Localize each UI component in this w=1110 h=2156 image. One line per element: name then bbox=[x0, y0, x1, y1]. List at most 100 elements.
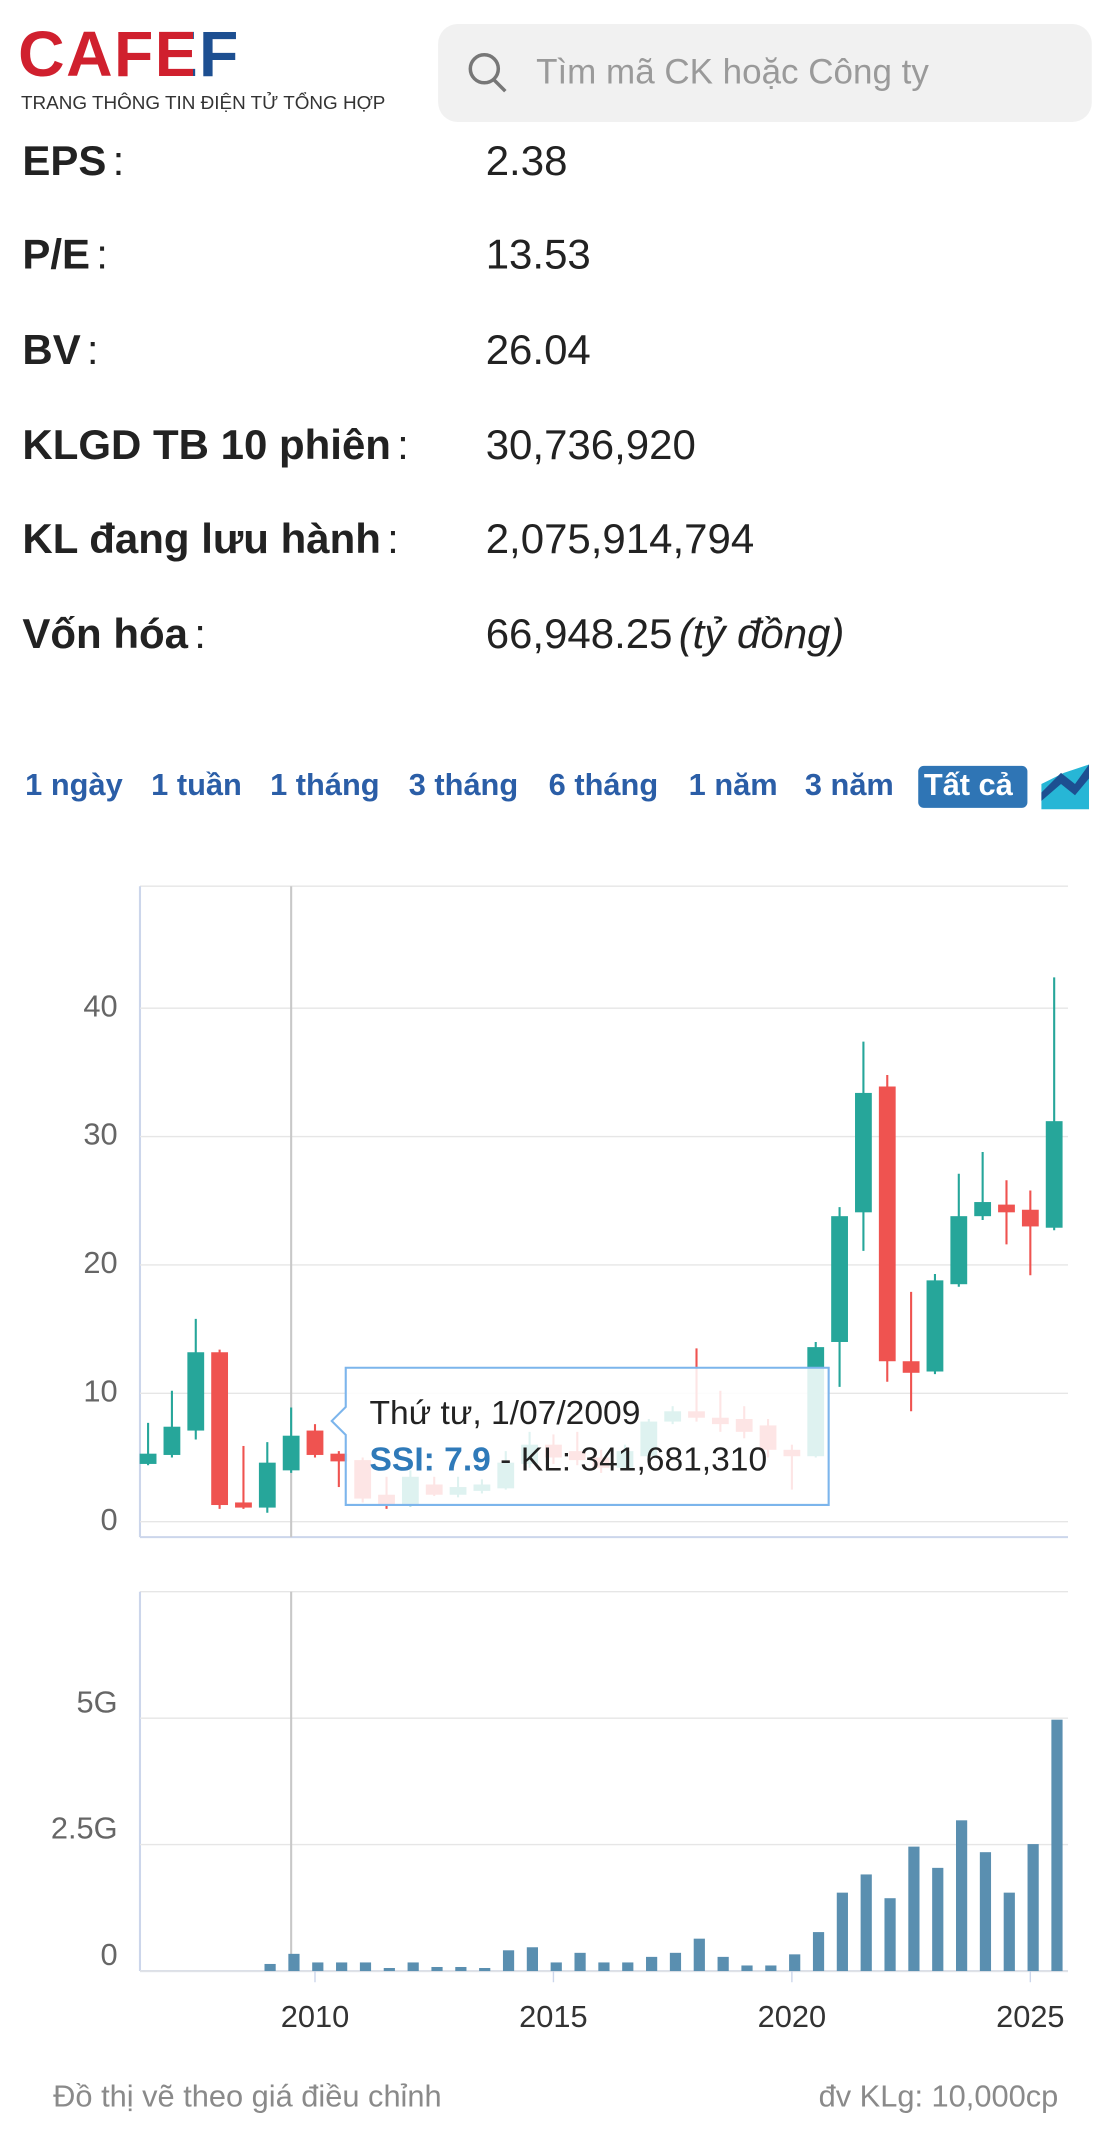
volume-bar bbox=[479, 1968, 491, 1972]
candle-body bbox=[831, 1216, 848, 1342]
chart: 0 10 20 30 40 0 2.5G 5G 2010 2015 2020 2025 Thứ tư, … bbox=[51, 885, 1069, 2034]
volume-bar bbox=[288, 1953, 300, 1972]
info-row-label: KLGD TB 10 phiên : bbox=[22, 421, 408, 468]
y-tick-label: 30 bbox=[83, 1117, 117, 1152]
volume-bar bbox=[336, 1962, 348, 1972]
range-selector: 1 ngày 1 tuần 1 tháng 3 tháng 6 tháng 1 năm 3 … bbox=[25, 765, 1028, 808]
info-row-value: 30,736,920 bbox=[486, 421, 696, 468]
search-icon bbox=[468, 53, 501, 85]
volume-bar bbox=[765, 1965, 777, 1972]
info-table: EPS : 2.38 P/E : 13.53 BV : 26.04 KLGD TB 10 p… bbox=[22, 137, 844, 657]
unit: (tỷ đồng) bbox=[679, 610, 845, 657]
info-row-label: EPS : bbox=[22, 137, 124, 184]
info-row-value: 13.53 bbox=[486, 231, 591, 278]
separator: : bbox=[113, 137, 125, 184]
candle-body bbox=[187, 1352, 205, 1431]
y-tick-label: 2.5G bbox=[51, 1811, 118, 1846]
tooltip-box bbox=[330, 1366, 830, 1506]
chart-type-icon[interactable] bbox=[1041, 764, 1090, 810]
volume-bar bbox=[669, 1952, 682, 1972]
candle-body bbox=[902, 1361, 920, 1373]
info-row-value: 66,948.25 (tỷ đồng) bbox=[486, 610, 845, 657]
label: BV bbox=[22, 326, 80, 373]
range-button[interactable]: 1 ngày bbox=[25, 767, 123, 802]
volume-bar bbox=[908, 1846, 920, 1972]
volume-bar bbox=[455, 1966, 467, 1972]
volume-bar bbox=[359, 1962, 372, 1972]
candle-body bbox=[163, 1426, 181, 1455]
info-row-value: 2.38 bbox=[486, 137, 568, 184]
logo[interactable]: CAFEF bbox=[18, 18, 240, 90]
label: KL đang lưu hành bbox=[22, 515, 380, 562]
candle-body bbox=[950, 1216, 968, 1285]
volume-bar bbox=[979, 1852, 992, 1972]
range-active-bg bbox=[918, 765, 1028, 808]
volume-bar bbox=[789, 1954, 801, 1972]
volume-bar bbox=[1003, 1892, 1015, 1972]
info-row-value: 26.04 bbox=[486, 326, 591, 373]
value: 66,948.25 bbox=[486, 610, 673, 657]
label: KLGD TB 10 phiên bbox=[22, 421, 391, 468]
range-button[interactable]: 1 năm bbox=[689, 767, 778, 802]
candle-body bbox=[139, 1453, 157, 1464]
volume-bar bbox=[312, 1962, 324, 1972]
info-row-label: BV : bbox=[22, 326, 98, 373]
separator: : bbox=[96, 231, 108, 278]
volume-bar bbox=[383, 1968, 395, 1972]
y-tick-label: 40 bbox=[83, 988, 117, 1023]
volume-bar bbox=[884, 1898, 896, 1972]
volume-bar bbox=[646, 1956, 658, 1972]
tooltip-date: Thứ tư, 1/07/2009 bbox=[370, 1395, 641, 1432]
candle-body bbox=[306, 1430, 324, 1455]
label: Vốn hóa bbox=[22, 610, 188, 657]
volume-bar bbox=[860, 1874, 872, 1972]
volume-bar bbox=[1051, 1719, 1063, 1972]
y-tick-label: 5G bbox=[77, 1684, 118, 1719]
x-tick-label: 2020 bbox=[758, 1999, 826, 2034]
volume-bar bbox=[693, 1938, 705, 1972]
search-icon-handle bbox=[492, 78, 507, 93]
range-button[interactable]: 6 tháng bbox=[549, 767, 658, 802]
y-tick-label: 0 bbox=[100, 1502, 117, 1537]
value: 2,075,914,794 bbox=[486, 515, 755, 562]
volume-bar bbox=[550, 1962, 562, 1972]
value: 30,736,920 bbox=[486, 421, 696, 468]
range-button[interactable]: 3 tháng bbox=[409, 767, 518, 802]
separator: : bbox=[387, 515, 399, 562]
range-button[interactable]: 1 tháng bbox=[270, 767, 379, 802]
y-tick-label: 10 bbox=[83, 1373, 117, 1408]
volume-bar bbox=[812, 1932, 825, 1972]
info-row-label: KL đang lưu hành : bbox=[22, 515, 398, 562]
label: EPS bbox=[22, 137, 106, 184]
footer-unit: đv KLg: 10,000cp bbox=[819, 2079, 1059, 2114]
tooltip-price: SSI: 7.9 bbox=[370, 1441, 491, 1478]
label: P/E bbox=[22, 231, 90, 278]
range-button[interactable]: 1 tuần bbox=[151, 767, 242, 802]
candle-body bbox=[974, 1202, 992, 1217]
x-tick-label: 2015 bbox=[519, 1999, 587, 2034]
candle-body bbox=[1045, 1121, 1063, 1228]
range-button[interactable]: Tất cả bbox=[924, 767, 1014, 802]
value: 13.53 bbox=[486, 231, 591, 278]
candle-body bbox=[998, 1204, 1015, 1213]
candle-body bbox=[211, 1352, 229, 1506]
volume-bar bbox=[598, 1962, 610, 1972]
volume-bar bbox=[955, 1820, 968, 1972]
candle-body bbox=[855, 1092, 872, 1213]
info-row-label: Vốn hóa : bbox=[22, 610, 206, 657]
separator: : bbox=[87, 326, 99, 373]
search-box[interactable] bbox=[438, 23, 1092, 122]
separator: : bbox=[397, 421, 409, 468]
volume-bar bbox=[526, 1947, 538, 1972]
volume-bar bbox=[264, 1963, 276, 1972]
search-placeholder[interactable]: Tìm mã CK hoặc Công ty bbox=[536, 53, 929, 92]
volume-bar bbox=[1027, 1844, 1039, 1972]
separator: : bbox=[194, 610, 206, 657]
x-tick-label: 2010 bbox=[281, 1999, 349, 2034]
range-button[interactable]: 3 năm bbox=[805, 767, 894, 802]
value: 2.38 bbox=[486, 137, 568, 184]
tagline: TRANG THÔNG TIN ĐIỆN TỬ TỔNG HỢP bbox=[21, 92, 385, 114]
candle-body bbox=[330, 1453, 348, 1462]
volume-bar bbox=[622, 1962, 634, 1972]
